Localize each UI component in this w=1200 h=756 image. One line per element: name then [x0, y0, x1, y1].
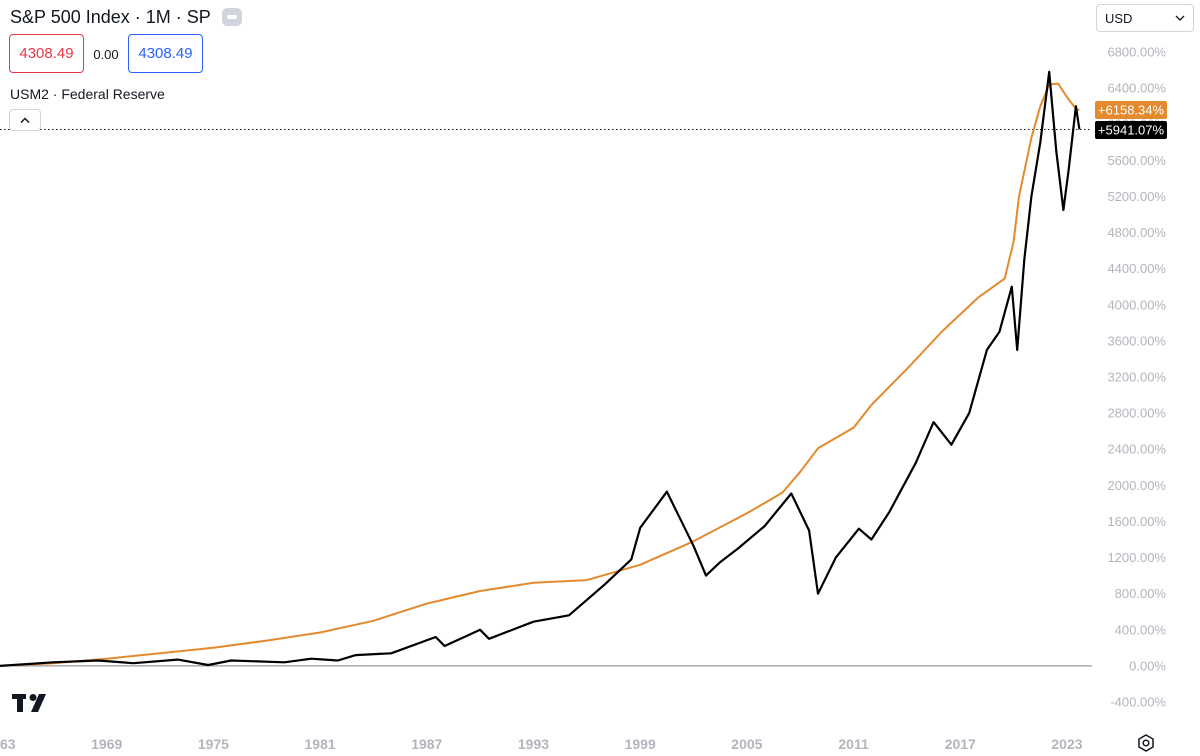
- gear-icon[interactable]: [1138, 734, 1154, 752]
- x-tick-label: 1981: [305, 736, 336, 752]
- y-tick-label: -400.00%: [1110, 695, 1166, 710]
- y-tick-label: 0.00%: [1129, 658, 1166, 673]
- currency-value: USD: [1105, 10, 1133, 26]
- y-tick-label: 400.00%: [1115, 622, 1167, 637]
- spread-value: 0.00: [93, 47, 119, 62]
- x-tick-label: 2023: [1051, 736, 1082, 752]
- y-tick-label: 6800.00%: [1107, 45, 1166, 60]
- x-tick-label: 2005: [731, 736, 762, 752]
- sell-price-button[interactable]: 4308.49: [9, 34, 84, 73]
- collapse-button[interactable]: [9, 109, 41, 131]
- indicator-label[interactable]: USM2 · Federal Reserve: [10, 86, 165, 102]
- y-tick-label: 5200.00%: [1107, 189, 1166, 204]
- buy-price-button[interactable]: 4308.49: [128, 34, 203, 73]
- svg-text:+5941.07%: +5941.07%: [1098, 123, 1165, 138]
- y-tick-label: 4000.00%: [1107, 297, 1166, 312]
- x-tick-label: 1999: [625, 736, 656, 752]
- x-tick-label: 1993: [518, 736, 549, 752]
- currency-select[interactable]: USD: [1096, 4, 1194, 32]
- x-tick-label: 2011: [838, 736, 869, 752]
- y-tick-label: 4800.00%: [1107, 225, 1166, 240]
- eye-off-icon[interactable]: [222, 8, 242, 26]
- y-tick-label: 3200.00%: [1107, 370, 1166, 385]
- svg-text:+6158.34%: +6158.34%: [1098, 103, 1165, 118]
- chart-title: S&P 500 Index · 1M · SP: [10, 7, 211, 27]
- y-tick-label: 5600.00%: [1107, 153, 1166, 168]
- x-tick-label: 1963: [0, 736, 16, 752]
- y-tick-label: 2400.00%: [1107, 442, 1166, 457]
- last-value-label: +5941.07%: [1095, 121, 1167, 139]
- x-axis[interactable]: 1963 1969 1975 1981 1987 1993 1999 2005 2011 2017…: [0, 736, 1083, 752]
- series-line: [0, 70, 1081, 667]
- chevron-down-icon: [1175, 15, 1185, 21]
- x-tick-label: 2017: [945, 736, 976, 752]
- x-tick-label: 1987: [411, 736, 442, 752]
- y-tick-label: 1200.00%: [1107, 550, 1166, 565]
- y-tick-label: 800.00%: [1115, 586, 1167, 601]
- x-tick-label: 1969: [91, 736, 122, 752]
- y-axis[interactable]: 6800.00%6400.00%6000.00%5600.00%5200.00%…: [1107, 45, 1166, 710]
- tradingview-logo[interactable]: [12, 694, 46, 712]
- y-tick-label: 3600.00%: [1107, 333, 1166, 348]
- last-value-label: +6158.34%: [1095, 101, 1167, 119]
- y-tick-label: 2000.00%: [1107, 478, 1166, 493]
- y-tick-label: 6400.00%: [1107, 81, 1166, 96]
- last-value-labels: +6158.34% +5941.07%: [1095, 101, 1167, 139]
- series-lines: [0, 70, 1081, 667]
- y-tick-label: 2800.00%: [1107, 406, 1166, 421]
- y-tick-label: 4400.00%: [1107, 261, 1166, 276]
- y-tick-label: 1600.00%: [1107, 514, 1166, 529]
- series-line: [0, 82, 1080, 667]
- x-tick-label: 1975: [198, 736, 229, 752]
- chevron-up-icon: [20, 117, 30, 124]
